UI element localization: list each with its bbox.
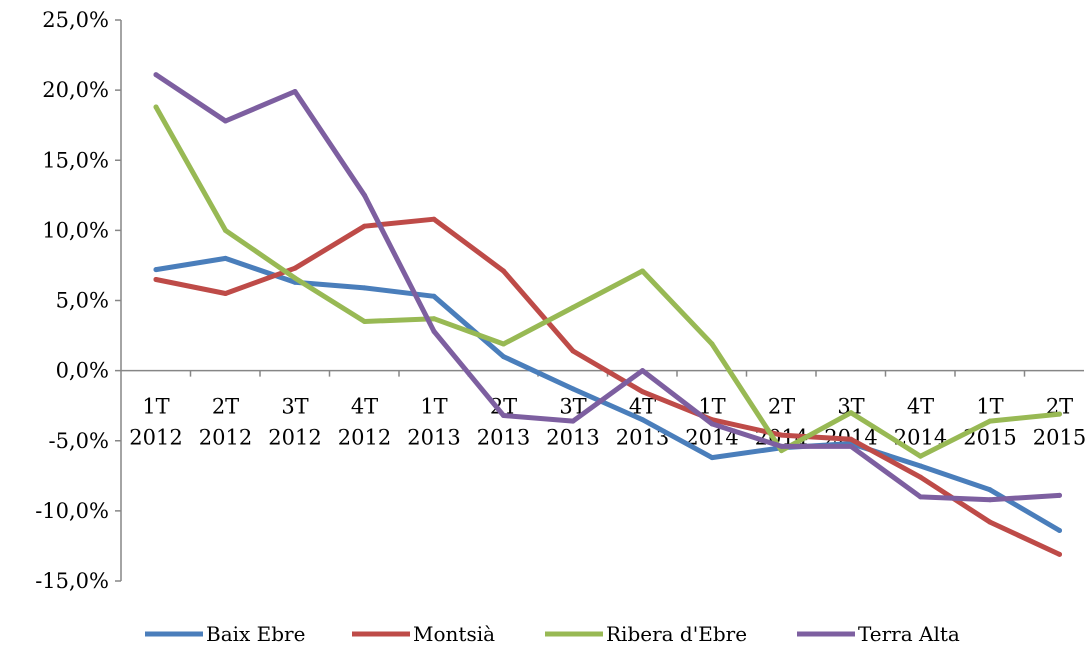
data-point-terra-alta [292,89,298,94]
data-point-terra-alta [223,118,228,124]
data-point-montsi [501,268,506,274]
data-point-ribera-d-ebre [431,316,437,322]
data-point-ribera-d-ebre [362,319,367,324]
data-point-terra-alta [362,192,367,198]
data-point-baix-ebre [1057,528,1062,533]
x-tick-label-year: 2012 [129,426,182,450]
legend-label-ribera-d-ebre: Ribera d'Ebre [606,622,747,646]
legend: Baix Ebre Montsià Ribera d'Ebre Terra Alta [145,622,960,646]
y-tick-label: -15,0% [35,569,109,593]
y-tick-label: -10,0% [35,499,109,523]
data-point-terra-alta [987,497,993,503]
data-point-terra-alta [848,443,854,449]
series-line-ribera-d-ebre [153,104,1062,459]
x-tick-label-year: 2012 [338,426,391,450]
data-point-terra-alta [501,413,506,418]
x-tick-label-quarter: 1T [142,395,169,419]
data-point-terra-alta [153,72,159,78]
legend-label-montsi: Montsià [413,622,495,646]
data-point-terra-alta [1057,492,1062,498]
data-point-ribera-d-ebre [223,227,228,233]
data-point-terra-alta [570,418,576,424]
data-point-montsi [779,432,784,438]
x-tick-label-quarter: 1T [420,395,447,419]
data-point-ribera-d-ebre [501,341,506,347]
data-point-ribera-d-ebre [640,268,645,274]
data-point-montsi [431,216,437,222]
legend-label-terra-alta: Terra Alta [858,622,960,646]
data-point-ribera-d-ebre [918,453,923,459]
data-point-baix-ebre [362,285,367,291]
data-point-baix-ebre [987,487,993,493]
y-tick-label: 25,0% [42,8,109,32]
data-point-baix-ebre [223,255,228,261]
data-point-montsi [640,389,645,395]
x-tick-label-quarter: 1T [976,395,1003,419]
data-point-montsi [570,348,576,354]
data-point-baix-ebre [431,293,437,299]
x-tick-label-quarter: 2T [768,395,795,419]
data-point-ribera-d-ebre [848,410,854,416]
data-point-baix-ebre [709,455,715,461]
x-tick-label-year: 2013 [477,426,530,450]
series-line-terra-alta [153,72,1062,503]
data-point-ribera-d-ebre [1057,411,1062,417]
x-tick-label-year: 2013 [546,426,599,450]
data-point-ribera-d-ebre [153,104,159,110]
data-point-montsi [848,436,854,442]
x-tick-label-quarter: 4T [351,395,378,419]
data-point-montsi [987,519,993,525]
data-point-baix-ebre [640,417,645,423]
x-axis: 1T20122T20123T20124T20121T20132T20133T20… [121,369,1085,450]
y-tick-label: 15,0% [42,148,109,172]
y-tick-label: 0,0% [56,359,109,383]
x-tick-label-year: 2015 [1033,426,1085,450]
y-tick-label: 20,0% [42,78,109,102]
y-tick-label: -5,0% [49,429,109,453]
data-point-ribera-d-ebre [292,275,298,281]
data-point-baix-ebre [501,354,506,360]
data-point-terra-alta [918,494,923,500]
x-tick-label-year: 2012 [268,426,321,450]
data-point-terra-alta [640,368,645,374]
data-point-terra-alta [779,443,784,449]
series-lines [153,72,1062,557]
y-axis: 25,0% 20,0% 15,0% 10,0% 5,0% 0,0% -5,0% -10,0% -… [35,8,122,593]
data-point-terra-alta [431,328,437,334]
x-tick-label-quarter: 4T [907,395,934,419]
data-point-ribera-d-ebre [709,341,715,347]
data-point-montsi [223,291,228,296]
data-point-baix-ebre [918,463,923,469]
data-point-montsi [918,474,923,480]
series-line-montsi [153,216,1062,557]
data-point-ribera-d-ebre [779,448,784,454]
data-point-montsi [362,223,367,229]
data-point-montsi [292,265,298,271]
data-point-ribera-d-ebre [570,305,576,310]
data-point-baix-ebre [570,386,576,392]
x-tick-label-year: 2012 [199,426,252,450]
y-tick-label: 10,0% [42,218,109,242]
legend-label-baix-ebre: Baix Ebre [206,622,305,646]
x-tick-label-quarter: 2T [212,395,239,419]
data-point-montsi [1057,551,1062,557]
x-tick-label-year: 2013 [407,426,460,450]
data-point-montsi [153,277,159,282]
y-tick-label: 5,0% [56,289,109,313]
data-point-terra-alta [709,421,715,427]
data-point-ribera-d-ebre [987,418,993,424]
data-point-baix-ebre [153,267,159,273]
x-tick-label-quarter: 3T [281,395,308,419]
